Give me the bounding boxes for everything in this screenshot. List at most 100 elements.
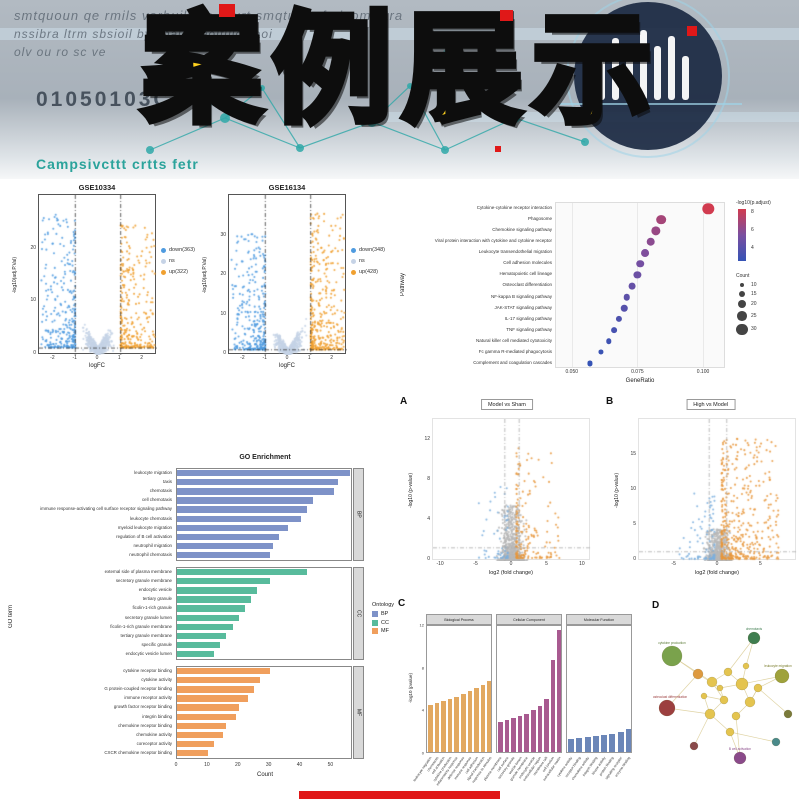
y-axis-label: -log10(adj.P.Val)	[12, 256, 18, 294]
kegg-dot	[621, 304, 628, 312]
y-axis-tick: 10	[220, 310, 226, 317]
network-node	[742, 662, 750, 670]
x-axis-tick: 10	[579, 561, 585, 567]
kegg-pathway-label: Viral protein interaction with cytokine …	[434, 238, 552, 244]
go-term-label: neutrophil migration	[133, 542, 172, 548]
go-bar	[177, 542, 273, 550]
kegg-pathway-labels: Cytokine-cytokine receptor interaction Ph…	[408, 202, 552, 368]
kegg-dot	[633, 271, 641, 279]
legend-item: MF	[372, 628, 404, 634]
facet-header: Biological Process	[426, 614, 492, 625]
go-term-label: ficolin-1-rich granule membrane	[110, 623, 172, 629]
go-term-label: endocytic vesicle	[138, 587, 172, 593]
count-legend-value: 30	[751, 326, 757, 333]
banner-bg-text-2: nssibra ltrm sbsioil bymbaul snolfuicv a…	[14, 27, 273, 41]
gridline	[703, 203, 704, 367]
x-axis-tick: -10	[436, 561, 444, 567]
go-term-label: G protein-coupled receptor binding	[104, 686, 172, 692]
x-axis-label: logFC	[278, 363, 295, 369]
network-node	[725, 727, 735, 737]
volcano-points-canvas	[229, 195, 347, 355]
y-axis-tick: 8	[421, 665, 424, 671]
count-dot-wrap	[736, 311, 748, 321]
go-term-label: taxis	[162, 479, 172, 485]
bar	[617, 731, 624, 752]
legend-item: CC	[372, 619, 404, 626]
go-term-label: specific granule	[141, 641, 172, 647]
x-axis-tick: 1	[307, 355, 311, 361]
network-node-label: cytokine production	[658, 641, 686, 645]
x-axis-tick: 0	[174, 762, 178, 768]
go-term-label: regulation of B cell activation	[116, 533, 172, 539]
banner-network-graphic	[0, 0, 799, 158]
go-term-label: chemokine activity	[136, 731, 172, 737]
x-axis-label: log2 (fold change)	[488, 570, 534, 576]
go-term-label: tertiary granule	[142, 596, 172, 602]
kegg-dot	[646, 237, 655, 247]
kegg-pathway-label: Chemokine signaling pathway	[492, 227, 552, 233]
go-term-label: leukocyte migration	[134, 470, 172, 475]
chart-title: GSE16134	[268, 183, 306, 192]
kegg-pathway-label: JAK-STAT signaling pathway	[494, 304, 552, 310]
y-axis-tick: 20	[30, 244, 36, 251]
go-bar	[177, 569, 307, 576]
x-axis-tick: -2	[50, 355, 55, 361]
legend-item: ns	[351, 258, 385, 264]
go-term-label: endocytic vesicle lumen	[125, 650, 172, 656]
y-axis-tick: 15	[630, 451, 636, 457]
go-term-label: secretory granule lumen	[124, 614, 172, 620]
legend-dot-icon	[351, 247, 356, 253]
x-axis-tick: 5	[545, 561, 548, 567]
kegg-pathway-label: Fc gamma R-mediated phagocytosis	[478, 348, 552, 354]
x-axis-tick: 0	[509, 561, 513, 567]
facet-panel	[566, 625, 632, 753]
kegg-dot	[636, 260, 644, 268]
network-node	[747, 631, 761, 645]
go-term-label: secretory granule membrane	[115, 578, 172, 584]
count-legend-value: 10	[751, 282, 757, 288]
facet-strip: CC	[353, 567, 364, 660]
legend-label: down(363)	[169, 247, 195, 253]
panel-label: C	[398, 598, 406, 609]
count-dot-wrap	[736, 300, 748, 309]
legend-swatch-icon	[372, 628, 378, 634]
go-bar	[177, 488, 335, 495]
x-axis-tick: 1	[117, 355, 121, 361]
facet-header: Cellular Component	[496, 614, 562, 625]
legend-dot-icon	[351, 269, 356, 275]
figure-volcano-gse10334: GSE10334 -log10(adj.P.Val) -2 -1 0 1 2 0 10 20 …	[8, 183, 204, 395]
network-edge	[735, 715, 741, 759]
go-bar	[177, 641, 221, 649]
kegg-dot	[641, 248, 650, 257]
go-bar	[177, 497, 313, 504]
legend-item: down(348)	[351, 247, 385, 253]
go-bar	[177, 605, 245, 612]
y-axis-label: -log10 (p-value)	[614, 473, 620, 509]
kegg-pathway-label: Hematopoietic cell lineage	[499, 271, 552, 277]
facet-header: Molecular Function	[566, 614, 632, 625]
x-axis-tick: 0.100	[696, 369, 710, 375]
count-legend-item: 30	[736, 323, 796, 336]
x-axis-tick: 30	[265, 762, 272, 768]
go-bar	[177, 623, 233, 630]
legend-item: up(322)	[161, 269, 195, 275]
bar	[487, 680, 491, 752]
x-axis-tick: -2	[240, 355, 245, 361]
network-node	[753, 683, 763, 693]
banner-code-text: 01050103C	[36, 88, 172, 111]
go-bar	[177, 470, 350, 477]
count-legend-item: 20	[736, 300, 796, 309]
go-term-label: CXCR chemokine receptor binding	[104, 749, 172, 755]
go-term-label: growth factor receptor binding	[113, 704, 172, 710]
bar	[557, 630, 561, 752]
network-node-label: B cell activation	[729, 747, 751, 751]
kegg-dot	[628, 282, 636, 290]
kegg-pathway-label: Osteoclast differentiation	[502, 282, 552, 288]
count-dot-icon	[738, 300, 746, 309]
banner-title: 案例展示	[139, 2, 662, 137]
kegg-dot	[651, 226, 661, 236]
go-term-label: tertiary granule membrane	[120, 632, 173, 638]
kegg-pathway-label: IL-17 signaling pathway	[504, 315, 552, 321]
go-term-label: chemokine receptor binding	[118, 722, 172, 728]
